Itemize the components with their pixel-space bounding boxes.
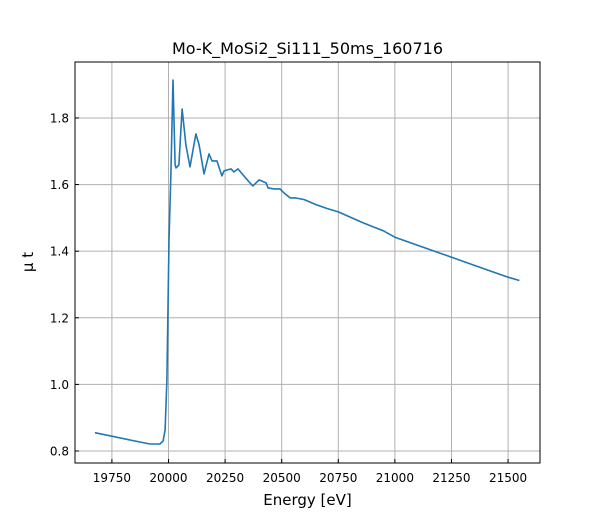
y-tick-label: 1.4 <box>50 245 69 259</box>
x-tick-label: 20750 <box>319 471 357 485</box>
x-tick-label: 19750 <box>93 471 131 485</box>
axes-frame <box>74 61 541 464</box>
series-line-mu-t <box>94 79 520 445</box>
y-tick-label: 1.0 <box>50 378 69 392</box>
y-axis-label: μ t <box>19 252 37 272</box>
grid <box>75 62 540 463</box>
y-tick-label: 0.8 <box>50 445 69 459</box>
x-tick-label: 20250 <box>206 471 244 485</box>
ticks: 19750 20000 20250 20500 20750 21000 21250 21500… <box>50 111 527 485</box>
x-axis-label: Energy [eV] <box>263 491 351 509</box>
y-tick-label: 1.6 <box>50 178 69 192</box>
y-tick-label: 1.8 <box>50 111 69 125</box>
x-tick-label: 21250 <box>432 471 470 485</box>
x-tick-label: 21500 <box>489 471 527 485</box>
x-tick-label: 20500 <box>263 471 301 485</box>
x-tick-label: 20000 <box>149 471 187 485</box>
chart-title: Mo-K_MoSi2_Si111_50ms_160716 <box>172 39 443 59</box>
y-tick-label: 1.2 <box>50 311 69 325</box>
x-tick-label: 21000 <box>376 471 414 485</box>
